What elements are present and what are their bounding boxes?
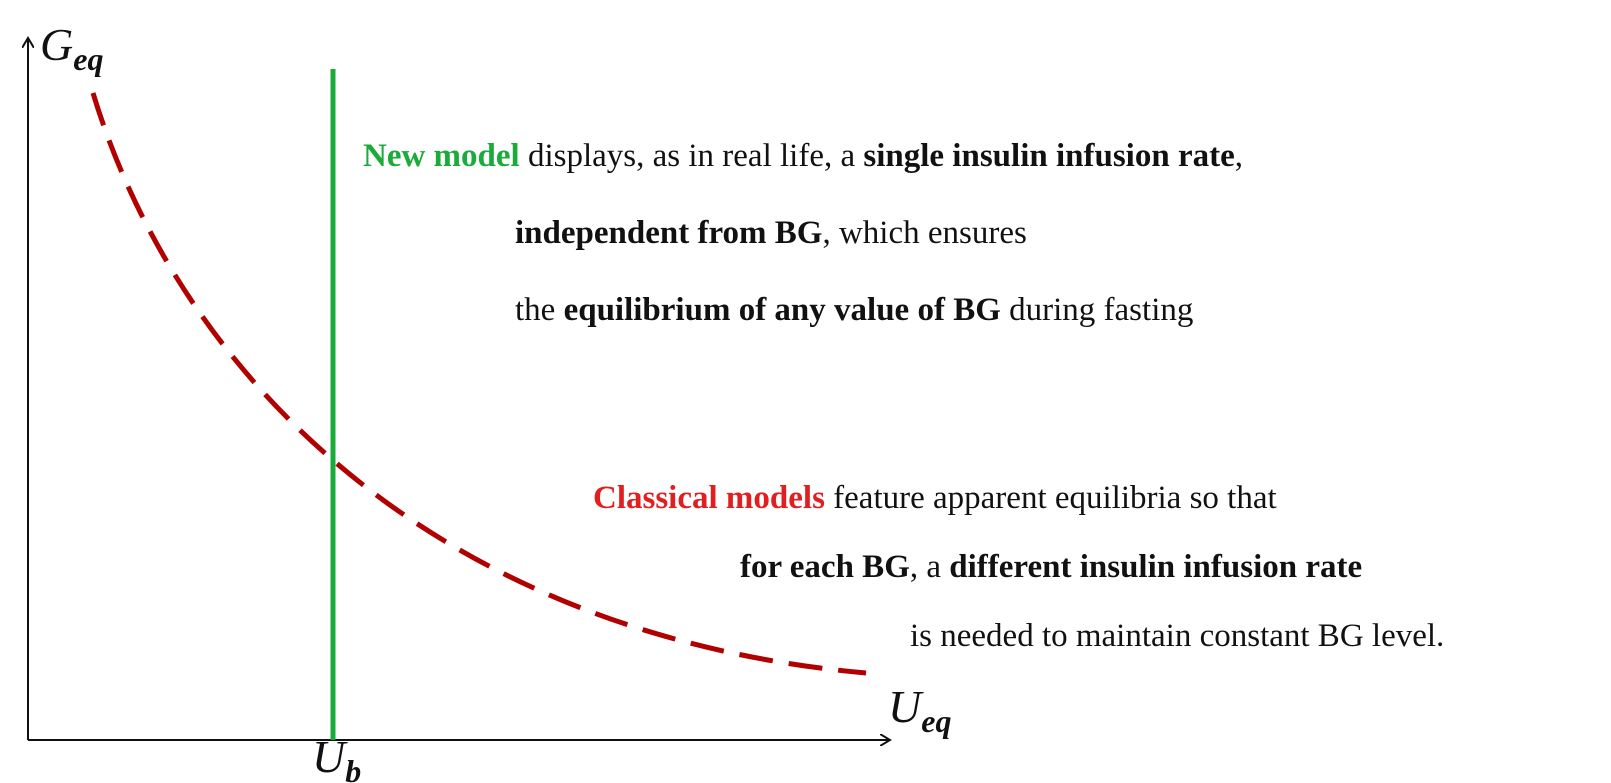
x-axis-label: Ueq (888, 681, 951, 739)
annotation-line: Classical models feature apparent equili… (593, 480, 1277, 516)
new-model-annotation: New model displays, as in real life, a s… (363, 138, 1243, 328)
annotation-line: for each BG, a different insulin infusio… (740, 549, 1362, 585)
annotation-line: is needed to maintain constant BG level. (910, 618, 1444, 654)
classical-curve (90, 92, 867, 676)
annotation-line: independent from BG, which ensures (515, 215, 1027, 251)
ub-label: Ub (312, 731, 361, 783)
annotation-line: New model displays, as in real life, a s… (363, 138, 1243, 174)
classical-annotation: Classical models feature apparent equili… (593, 480, 1444, 654)
annotation-line: the equilibrium of any value of BG durin… (515, 292, 1193, 328)
y-axis-label: Geq (40, 19, 103, 77)
